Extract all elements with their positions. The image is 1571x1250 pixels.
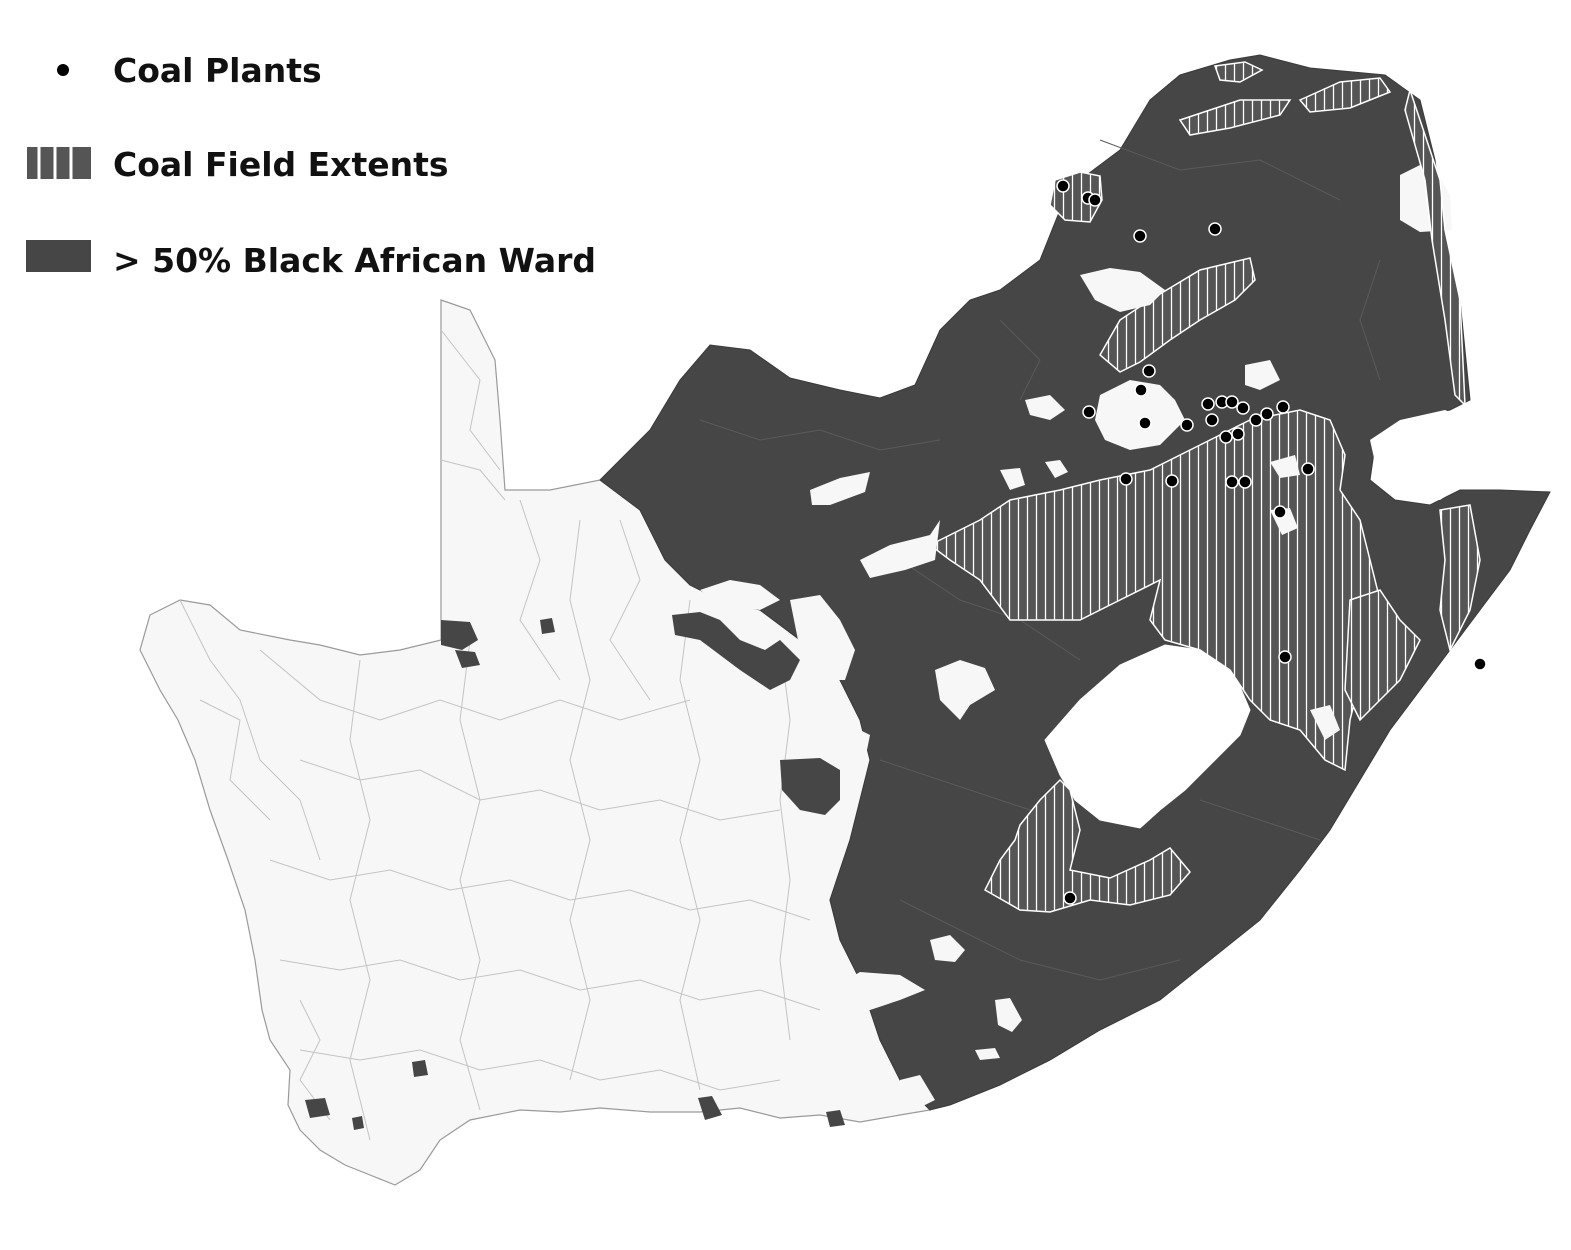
coal-plant-marker bbox=[1208, 222, 1222, 236]
coal-plant-marker bbox=[1273, 505, 1287, 519]
majority-ward-borders bbox=[699, 139, 1381, 981]
coal-plant-marker bbox=[1165, 474, 1179, 488]
coal-plant-marker bbox=[1201, 397, 1215, 411]
coal-plant-marker bbox=[1056, 179, 1070, 193]
coal-plant-marker bbox=[1301, 462, 1315, 476]
coal-plant-marker bbox=[1236, 401, 1250, 415]
legend-label-coal-fields: Coal Field Extents bbox=[113, 145, 449, 184]
coal-plant-marker bbox=[1219, 430, 1233, 444]
legend: Coal Plants Coal Field Extents > 50% Bla… bbox=[26, 51, 596, 280]
legend-hatch-icon bbox=[27, 147, 91, 179]
coal-plant-marker bbox=[1133, 229, 1147, 243]
coal-plant-marker bbox=[1473, 657, 1487, 671]
western-majority-patches bbox=[305, 612, 845, 1130]
eswatini-enclave bbox=[1370, 410, 1470, 500]
coal-plant-marker bbox=[1180, 418, 1194, 432]
coal-plant-marker bbox=[1088, 193, 1102, 207]
lesotho-enclave bbox=[1044, 644, 1251, 829]
coal-plant-marker bbox=[1082, 405, 1096, 419]
coal-plant-marker bbox=[1119, 472, 1133, 486]
coal-plant-marker bbox=[1231, 427, 1245, 441]
coal-plant-marker bbox=[1205, 413, 1219, 427]
coal-plant-marker bbox=[1278, 650, 1292, 664]
coal-plant-marker bbox=[1249, 413, 1263, 427]
legend-fill-swatch-icon bbox=[26, 240, 91, 272]
non-majority-patches bbox=[700, 268, 1340, 1110]
coal-plant-marker bbox=[1225, 395, 1239, 409]
legend-label-coal-plants: Coal Plants bbox=[113, 51, 322, 90]
coal-plant-marker bbox=[1142, 364, 1156, 378]
coal-plant-marker bbox=[1260, 407, 1274, 421]
legend-label-majority-ward: > 50% Black African Ward bbox=[113, 241, 596, 280]
coal-plant-marker bbox=[1134, 383, 1148, 397]
coal-plants-layer bbox=[1056, 179, 1487, 905]
coal-plant-marker bbox=[1225, 475, 1239, 489]
coal-plant-marker bbox=[1138, 416, 1152, 430]
coal-plant-marker bbox=[1063, 891, 1077, 905]
coal-plant-marker bbox=[1238, 475, 1252, 489]
western-ward-borders bbox=[179, 329, 821, 1141]
legend-dot-icon bbox=[57, 64, 69, 76]
coal-plant-marker bbox=[1276, 400, 1290, 414]
